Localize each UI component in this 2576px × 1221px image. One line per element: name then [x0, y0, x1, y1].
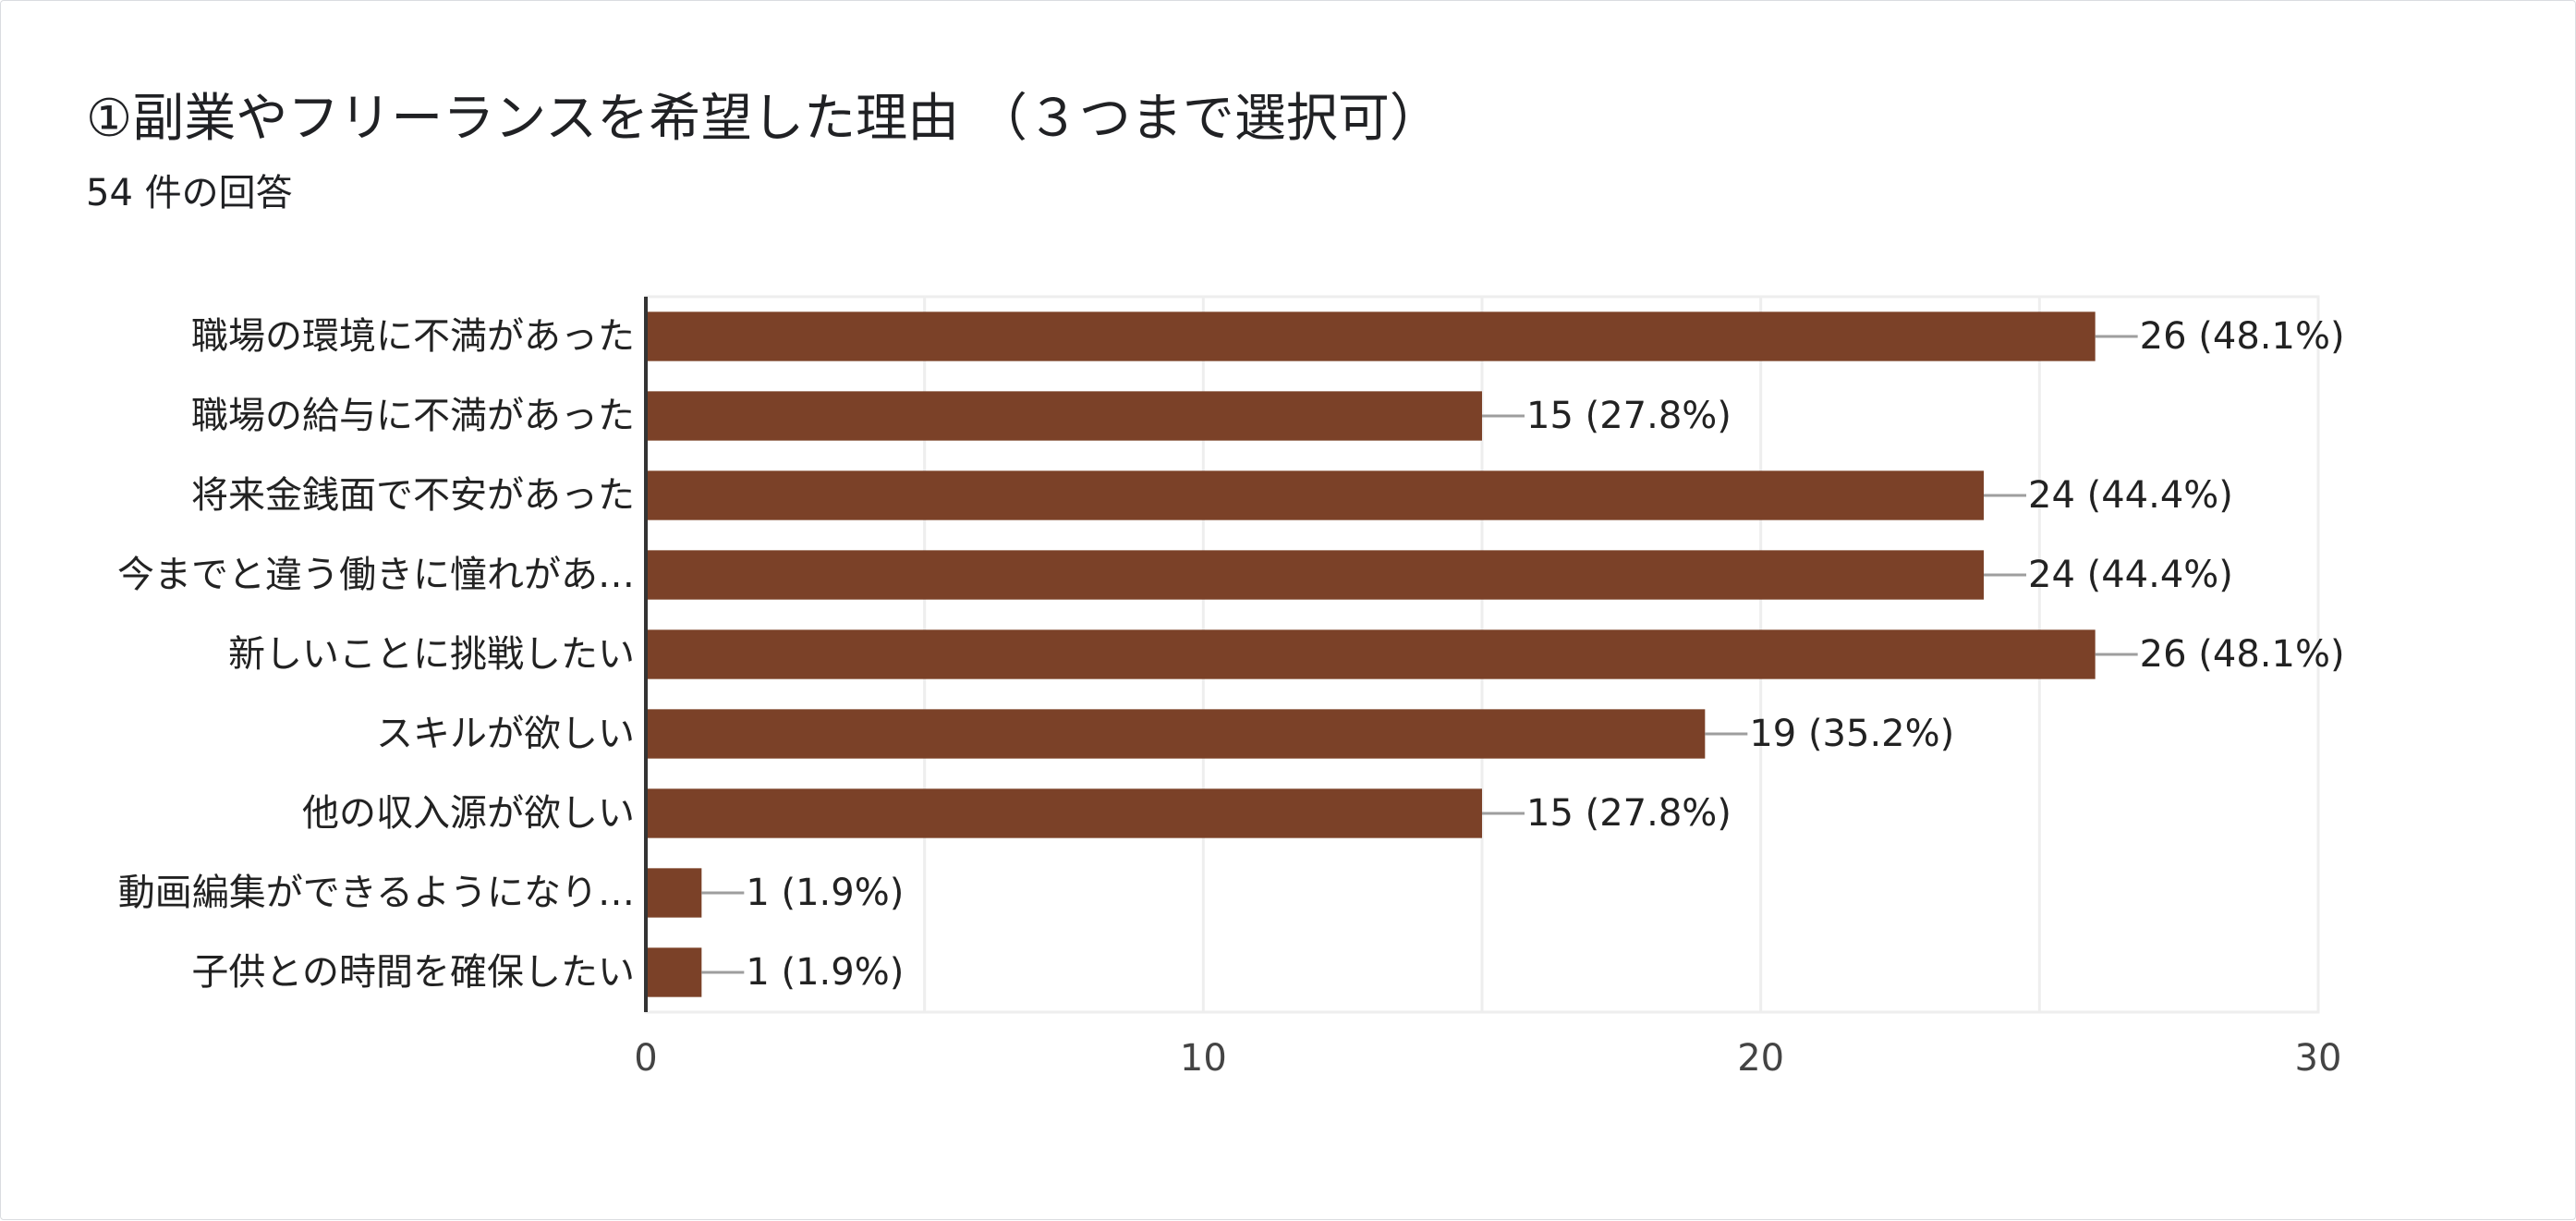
bar[interactable] — [646, 550, 1984, 600]
data-label: 1 (1.9%) — [746, 951, 904, 994]
data-label: 26 (48.1%) — [2140, 315, 2345, 358]
bar[interactable] — [646, 629, 2096, 679]
bar[interactable] — [646, 391, 1482, 441]
data-label: 19 (35.2%) — [1749, 713, 1954, 755]
response-count: 54 件の回答 — [86, 172, 293, 214]
x-tick-label: 0 — [634, 1037, 657, 1080]
x-tick-label: 20 — [1737, 1037, 1784, 1080]
data-label: 15 (27.8%) — [1526, 395, 1732, 437]
data-label: 24 (44.4%) — [2028, 554, 2233, 596]
category-label: 今までと違う働きに憧れがあ… — [117, 554, 635, 596]
category-label: 他の収入源が欲しい — [302, 792, 635, 835]
category-label: 子供との時間を確保したい — [191, 951, 635, 994]
x-tick-label: 30 — [2295, 1037, 2342, 1080]
bar[interactable] — [646, 868, 702, 918]
bar[interactable] — [646, 311, 2096, 361]
data-label: 26 (48.1%) — [2140, 633, 2345, 676]
data-label: 24 (44.4%) — [2028, 474, 2233, 517]
chart-title: ①副業やフリーランスを希望した理由 （３つまで選択可） — [86, 89, 1441, 149]
bar[interactable] — [646, 947, 702, 997]
data-label: 1 (1.9%) — [746, 872, 904, 914]
category-label: 新しいことに挑戦したい — [228, 633, 635, 676]
bar[interactable] — [646, 788, 1482, 838]
data-label: 15 (27.8%) — [1526, 792, 1732, 835]
category-label: 動画編集ができるようになり… — [118, 872, 635, 914]
x-tick-label: 10 — [1180, 1037, 1227, 1080]
bar[interactable] — [646, 470, 1984, 520]
category-label: 職場の給与に不満があった — [191, 395, 635, 437]
category-label: 将来金銭面で不安があった — [191, 474, 635, 517]
bar[interactable] — [646, 709, 1706, 759]
category-label: スキルが欲しい — [376, 713, 635, 755]
category-label: 職場の環境に不満があった — [191, 315, 635, 358]
